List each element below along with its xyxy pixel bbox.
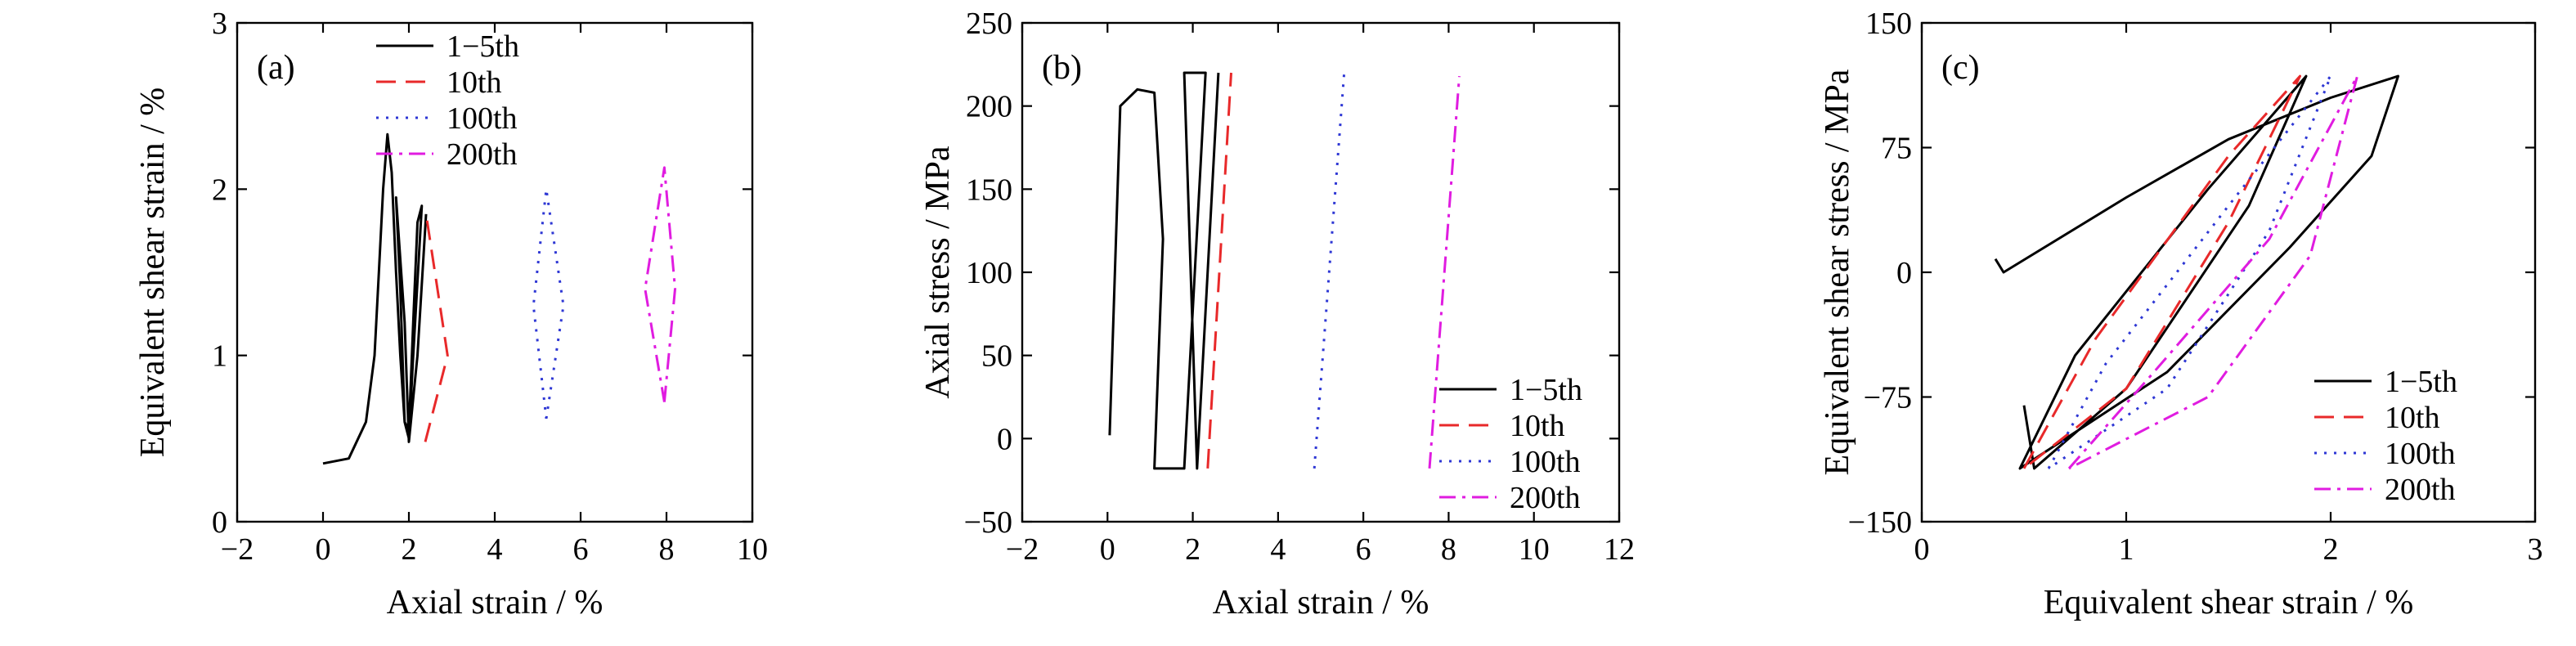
- x-tick-label: −2: [1006, 532, 1039, 567]
- x-tick-label: 6: [573, 532, 589, 567]
- x-tick-label: 6: [1356, 532, 1371, 567]
- panel-label: (b): [1042, 49, 1082, 87]
- chart-panel-3: 0 1 2 3 −150 −75 0 75 150 (c) Equivalent shear str…: [1819, 7, 2543, 621]
- series-line-solid: [1108, 71, 1220, 470]
- y-axis-label: Equivalent shear stress / MPa: [1819, 69, 1856, 475]
- x-tick-label: 10: [1519, 532, 1550, 567]
- legend-entry: 1−5th: [2385, 365, 2457, 399]
- y-tick-label: 50: [981, 339, 1012, 374]
- series-line-dash-dot: [1428, 75, 1461, 469]
- series-line-long-dash: [424, 213, 449, 442]
- x-tick-label: −2: [221, 532, 254, 567]
- series-line-dash-dot: [644, 166, 676, 402]
- legend-entry: 100th: [447, 101, 518, 136]
- x-tick-label: 2: [402, 532, 417, 567]
- x-tick-label: 8: [1441, 532, 1456, 567]
- series-line-dotted: [1313, 72, 1346, 469]
- x-tick-label: 4: [1270, 532, 1286, 567]
- y-tick-label: −75: [1864, 381, 1912, 415]
- series-line-solid: [322, 132, 428, 465]
- x-tick-label: 4: [487, 532, 503, 567]
- x-tick-label: 10: [737, 532, 768, 567]
- y-axis-label: Equivalent shear strain / %: [134, 87, 172, 458]
- y-tick-label: 0: [212, 505, 227, 540]
- x-tick-label: 2: [2323, 532, 2339, 567]
- legend-entry: 1−5th: [1510, 373, 1582, 407]
- y-tick-label: 75: [1881, 132, 1912, 166]
- series-line-dotted: [532, 187, 565, 419]
- legend-entry: 200th: [447, 137, 518, 172]
- y-tick-label: 150: [966, 173, 1012, 207]
- y-tick-label: 0: [1896, 256, 1912, 290]
- y-tick-label: 1: [212, 339, 227, 374]
- series-line-dash-dot: [2067, 74, 2358, 470]
- y-tick-label: −50: [964, 505, 1012, 540]
- legend-entry: 1−5th: [447, 29, 519, 64]
- legend-entry: 10th: [1510, 409, 1565, 443]
- panel-label: (c): [1941, 49, 1980, 87]
- x-tick-label: 0: [1914, 532, 1930, 567]
- y-axis-label: Axial stress / MPa: [919, 146, 957, 399]
- panel-label: (a): [257, 49, 295, 87]
- x-axis-label: Axial strain / %: [387, 584, 604, 621]
- y-tick-label: 2: [212, 173, 227, 207]
- series-line-long-dash: [2022, 74, 2301, 470]
- x-tick-label: 1: [2119, 532, 2134, 567]
- series-line-long-dash: [1206, 72, 1232, 469]
- y-tick-label: −150: [1848, 505, 1912, 540]
- series-line-solid: [1994, 74, 2399, 470]
- x-axis-label: Equivalent shear strain / %: [2044, 584, 2414, 621]
- series-group: [1994, 74, 2399, 470]
- y-tick-label: 250: [966, 7, 1012, 41]
- chart-panel-2: −2 0 2 4 6 8 10 12 −50 0 50 100 150 200 250 (b) Axial st…: [919, 7, 1635, 621]
- legend-entry: 100th: [2385, 437, 2456, 471]
- plot-frame: [236, 21, 754, 523]
- legend-entry: 100th: [1510, 445, 1581, 479]
- legend-entry: 200th: [2385, 473, 2456, 507]
- x-tick-label: 2: [1185, 532, 1200, 567]
- y-tick-label: 200: [966, 90, 1012, 124]
- x-tick-label: 8: [659, 532, 675, 567]
- y-tick-label: 100: [966, 256, 1012, 290]
- x-tick-label: 12: [1604, 532, 1635, 567]
- x-tick-label: 0: [1100, 532, 1115, 567]
- y-tick-label: 150: [1865, 7, 1912, 41]
- series-group: [322, 132, 676, 465]
- plot-frame: [1920, 21, 2537, 523]
- legend-entry: 10th: [2385, 401, 2440, 435]
- series-line-dotted: [2047, 74, 2332, 470]
- y-tick-label: 0: [997, 422, 1012, 456]
- x-axis-label: Axial strain / %: [1213, 584, 1429, 621]
- series-group: [1108, 71, 1461, 470]
- x-tick-label: 3: [2528, 532, 2543, 567]
- plot-frame: [1021, 21, 1621, 523]
- legend-entry: 200th: [1510, 481, 1581, 515]
- y-tick-label: 3: [212, 7, 227, 41]
- x-tick-label: 0: [316, 532, 331, 567]
- legend-entry: 10th: [447, 65, 502, 100]
